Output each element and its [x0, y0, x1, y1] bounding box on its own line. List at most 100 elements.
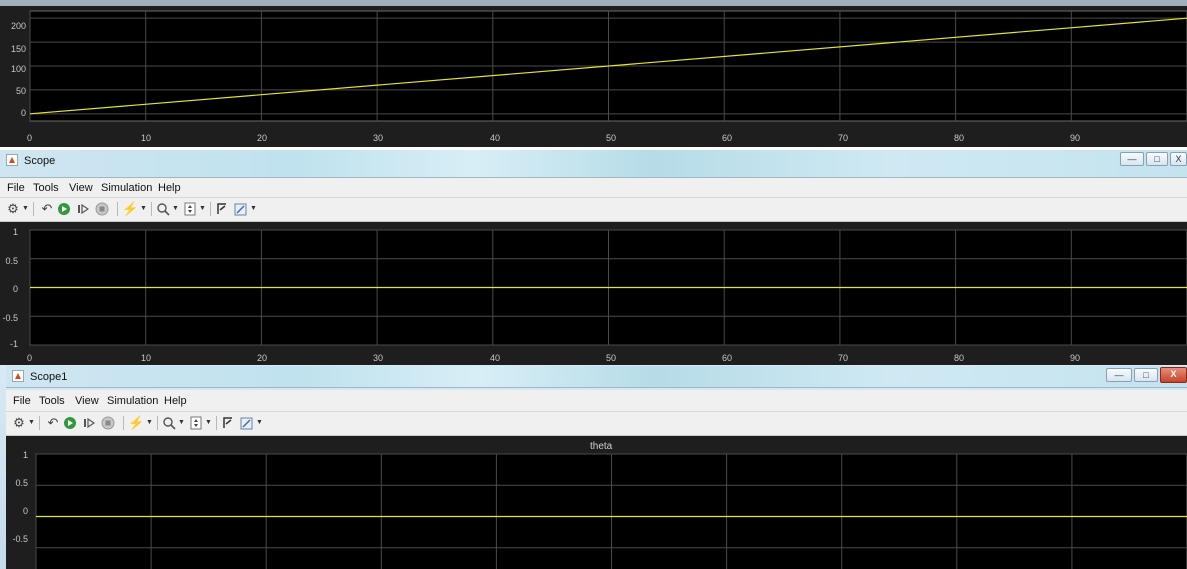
x-tick: 80 — [954, 133, 965, 143]
chevron-down-icon[interactable]: ▼ — [205, 419, 212, 426]
maximize-button[interactable]: □ — [1146, 152, 1168, 166]
x-tick: 50 — [606, 353, 617, 363]
signal-line — [29, 17, 1187, 115]
scope1-window-title: Scope1 — [30, 371, 68, 383]
x-tick: 70 — [838, 133, 849, 143]
scope-window-title: Scope — [24, 155, 56, 167]
chevron-down-icon[interactable]: ▼ — [199, 205, 206, 212]
menu-view[interactable]: View — [69, 182, 93, 194]
matlab-app-icon — [12, 370, 24, 382]
x-tick: 30 — [373, 353, 384, 363]
scale-icon[interactable] — [221, 415, 235, 431]
highlight-icon[interactable]: ⚡ — [128, 415, 145, 430]
chevron-down-icon[interactable]: ▼ — [256, 419, 263, 426]
zoom-in-icon[interactable] — [156, 201, 170, 217]
close-button[interactable]: X — [1160, 367, 1187, 383]
chevron-down-icon[interactable]: ▼ — [140, 205, 147, 212]
step-back-icon[interactable]: ↶ — [47, 415, 59, 430]
menu-simulation[interactable]: Simulation — [107, 395, 159, 407]
scope1-plot-area: theta 1 0.5 0 -0.5 — [6, 436, 1187, 569]
x-tick: 30 — [373, 133, 384, 143]
y-tick: 50 — [15, 86, 26, 96]
step-forward-icon[interactable] — [76, 201, 90, 217]
plot-title: theta — [590, 441, 613, 452]
step-forward-icon[interactable] — [82, 415, 96, 431]
scope1-title-bar[interactable]: Scope1 — □ X — [6, 366, 1187, 388]
y-tick: 200 — [10, 21, 26, 31]
x-tick: 20 — [257, 353, 268, 363]
top-window-edge — [0, 0, 1187, 6]
y-tick: 100 — [10, 64, 26, 74]
settings-icon[interactable]: ⚙ — [13, 415, 25, 430]
x-tick: 50 — [606, 133, 617, 143]
y-tick: 0.5 — [5, 256, 18, 266]
x-tick: 20 — [257, 133, 268, 143]
stop-icon[interactable] — [94, 201, 110, 217]
menu-simulation[interactable]: Simulation — [101, 182, 153, 194]
matlab-app-icon — [6, 154, 18, 166]
top-scope-plot-area: 200 150 100 50 0 0 10 20 30 40 50 60 70 … — [0, 0, 1187, 147]
toolbar-separator — [210, 202, 211, 216]
y-tick: -0.5 — [12, 534, 28, 544]
toolbar-separator — [33, 202, 34, 216]
run-icon[interactable] — [62, 415, 78, 431]
menu-file[interactable]: File — [13, 395, 31, 407]
menu-help[interactable]: Help — [164, 395, 187, 407]
x-tick: 40 — [490, 133, 501, 143]
zoom-y-icon[interactable] — [189, 415, 203, 431]
chevron-down-icon[interactable]: ▼ — [22, 205, 29, 212]
x-tick: 0 — [27, 133, 33, 143]
close-button[interactable]: X — [1170, 152, 1187, 166]
scope-title-bar[interactable]: Scope — □ X — [0, 150, 1187, 178]
scope-menu-bar: File Tools View Simulation Help — [0, 178, 1187, 198]
x-tick: 90 — [1070, 133, 1081, 143]
scope1-window: Scope1 — □ X File Tools View Simulation … — [6, 366, 1187, 569]
y-tick: 1 — [12, 227, 18, 237]
run-icon[interactable] — [56, 201, 72, 217]
chevron-down-icon[interactable]: ▼ — [28, 419, 35, 426]
x-tick: 70 — [838, 353, 849, 363]
top-plot-chart — [29, 10, 1187, 122]
scope-toolbar: ⚙ ▼ ↶ ⚡ ▼ ▼ ▼ ▼ — [0, 198, 1187, 222]
settings-icon[interactable]: ⚙ — [7, 201, 19, 216]
x-tick: 60 — [722, 353, 733, 363]
menu-tools[interactable]: Tools — [33, 182, 59, 194]
y-tick: -1 — [9, 339, 18, 349]
scope1-toolbar: ⚙ ▼ ↶ ⚡ ▼ ▼ ▼ ▼ — [6, 412, 1187, 436]
x-tick: 60 — [722, 133, 733, 143]
scope-plot-area: 1 0.5 0 -0.5 -1 0 10 20 30 40 50 60 70 8… — [0, 222, 1187, 365]
toolbar-separator — [39, 416, 40, 430]
toolbar-separator — [216, 416, 217, 430]
zoom-in-icon[interactable] — [162, 415, 176, 431]
chevron-down-icon[interactable]: ▼ — [250, 205, 257, 212]
chevron-down-icon[interactable]: ▼ — [178, 419, 185, 426]
highlight-icon[interactable]: ⚡ — [122, 201, 139, 216]
maximize-button[interactable]: □ — [1134, 368, 1158, 382]
menu-file[interactable]: File — [7, 182, 25, 194]
step-back-icon[interactable]: ↶ — [41, 201, 53, 216]
x-tick: 10 — [141, 353, 152, 363]
menu-view[interactable]: View — [75, 395, 99, 407]
menu-tools[interactable]: Tools — [39, 395, 65, 407]
style-icon[interactable] — [233, 201, 247, 217]
x-tick: 0 — [27, 353, 33, 363]
y-tick: -0.5 — [2, 313, 18, 323]
x-tick: 10 — [141, 133, 152, 143]
menu-help[interactable]: Help — [158, 182, 181, 194]
scale-icon[interactable] — [215, 201, 229, 217]
scope1-menu-bar: File Tools View Simulation Help — [6, 390, 1187, 412]
chevron-down-icon[interactable]: ▼ — [146, 419, 153, 426]
minimize-button[interactable]: — — [1106, 368, 1132, 382]
minimize-button[interactable]: — — [1120, 152, 1144, 166]
scope1-chart — [35, 453, 1187, 569]
x-tick: 90 — [1070, 353, 1081, 363]
x-tick: 80 — [954, 353, 965, 363]
zoom-y-icon[interactable] — [183, 201, 197, 217]
toolbar-separator — [117, 202, 118, 216]
stop-icon[interactable] — [100, 415, 116, 431]
style-icon[interactable] — [239, 415, 253, 431]
scope-chart — [29, 229, 1187, 346]
y-tick: 0 — [22, 506, 28, 516]
chevron-down-icon[interactable]: ▼ — [172, 205, 179, 212]
y-tick: 0 — [20, 108, 26, 118]
